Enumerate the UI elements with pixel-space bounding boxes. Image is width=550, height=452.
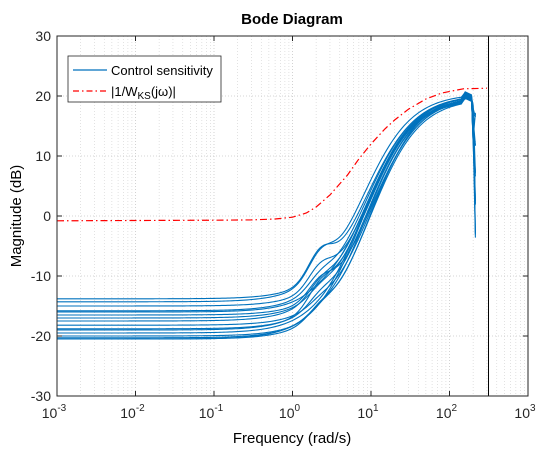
legend-label-weight: |1/WKS(jω)| — [111, 84, 176, 102]
control-sensitivity-curve — [57, 92, 476, 313]
legend-weight-subscript: KS — [138, 91, 152, 102]
y-tick-labels: -30 -20 -10 0 10 20 30 — [31, 28, 51, 404]
legend-label-control-sensitivity: Control sensitivity — [111, 63, 213, 78]
y-tick-label: 30 — [35, 28, 51, 44]
x-tick-label: 101 — [357, 403, 379, 421]
legend-weight-part3: (jω)| — [151, 84, 176, 99]
sensitivity-curves-layer — [57, 91, 476, 340]
x-tick-label: 10-1 — [199, 403, 224, 421]
legend-weight-part1: |1/W — [111, 84, 138, 99]
legend: Control sensitivity |1/WKS(jω)| — [67, 55, 222, 103]
weight-curve-layer — [56, 87, 487, 222]
tick-marks — [56, 35, 529, 397]
x-axis-label: Frequency (rad/s) — [233, 430, 351, 447]
x-tick-label: 102 — [436, 403, 458, 421]
y-tick-label: 0 — [43, 208, 51, 224]
weight-curve-line — [56, 87, 487, 222]
y-tick-label: -30 — [31, 388, 51, 404]
control-sensitivity-curve — [57, 93, 476, 300]
y-tick-label: -10 — [31, 268, 51, 284]
control-sensitivity-curve — [57, 91, 476, 303]
x-tick-label: 10-2 — [120, 403, 145, 421]
control-sensitivity-curve — [57, 94, 476, 330]
x-tick-label: 100 — [279, 403, 301, 421]
x-tick-label: 103 — [514, 403, 536, 421]
x-tick-labels: 10-3 10-2 10-1 100 101 102 103 — [42, 403, 536, 421]
control-sensitivity-curve — [57, 96, 476, 337]
legend-box — [67, 55, 222, 103]
y-axis-label: Magnitude (dB) — [8, 165, 25, 268]
chart-title: Bode Diagram — [241, 11, 343, 28]
x-tick-label: 10-3 — [42, 403, 67, 421]
control-sensitivity-curve — [57, 97, 476, 331]
y-tick-label: -20 — [31, 328, 51, 344]
y-tick-label: 20 — [35, 88, 51, 104]
y-tick-label: 10 — [35, 148, 51, 164]
control-sensitivity-curve — [57, 91, 476, 340]
